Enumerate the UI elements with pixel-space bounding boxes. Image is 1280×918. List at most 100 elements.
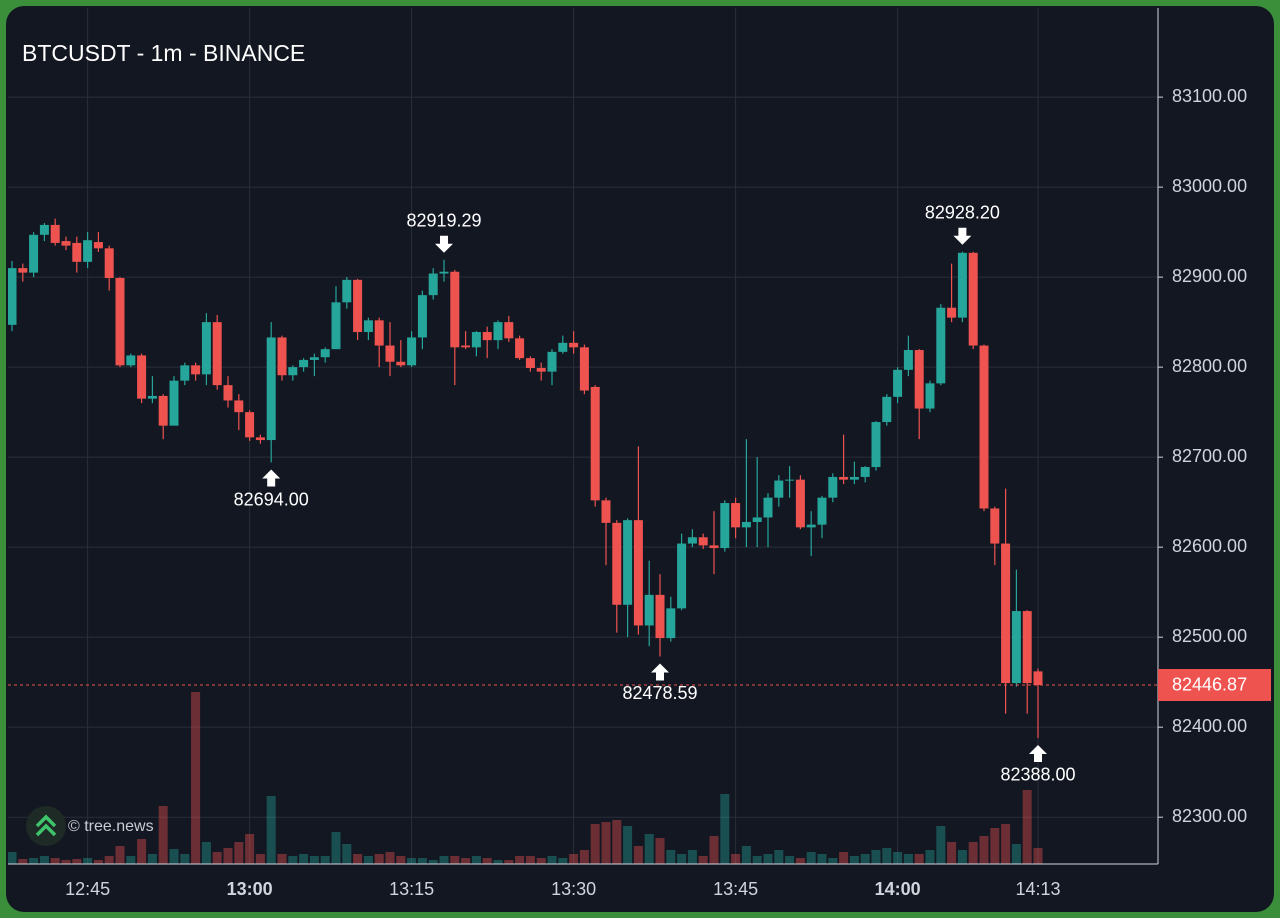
volume-bar: [882, 848, 892, 864]
candle-body: [245, 412, 255, 438]
candle-body: [515, 338, 525, 359]
volume-bar: [569, 854, 579, 864]
y-tick-label: 82500.00: [1172, 626, 1247, 646]
volume-bar: [525, 856, 535, 864]
candle-body: [50, 224, 60, 243]
volume-bar: [83, 858, 93, 864]
volume-bar: [612, 820, 622, 864]
candle-body: [363, 320, 373, 333]
volume-bar: [903, 854, 913, 864]
candle-body: [8, 268, 17, 325]
x-tick-label: 14:00: [875, 879, 921, 899]
volume-bar: [137, 839, 147, 864]
volume-bar: [515, 856, 525, 864]
candle-body: [428, 273, 438, 296]
candle-body: [331, 302, 341, 350]
x-tick-label: 13:30: [551, 879, 596, 899]
candle-body: [860, 467, 870, 477]
candle-body: [169, 380, 179, 426]
volume-bar: [29, 858, 39, 864]
volume: [8, 692, 1043, 864]
candle-body: [979, 345, 989, 509]
volume-bar: [363, 856, 373, 864]
candle-body: [353, 279, 363, 333]
candle-body: [666, 608, 676, 639]
volume-bar: [158, 806, 168, 864]
x-tick-label: 14:13: [1015, 879, 1060, 899]
low-arrow: [262, 469, 281, 487]
volume-bar: [547, 856, 557, 864]
candle-body: [39, 224, 49, 235]
volume-bar: [212, 852, 222, 864]
watermark: © tree.news: [26, 806, 154, 846]
volume-bar: [61, 860, 71, 864]
candle-body: [849, 476, 859, 480]
candle-body: [839, 476, 849, 480]
y-tick-label: 82900.00: [1172, 266, 1247, 286]
volume-bar: [741, 846, 751, 864]
candle-body: [947, 307, 957, 318]
high-label: 82919.29: [406, 211, 481, 231]
candle-body: [795, 479, 805, 528]
volume-bar: [191, 692, 201, 864]
volume-bar: [245, 834, 255, 864]
volume-bar: [752, 856, 762, 864]
candle-body: [720, 503, 730, 549]
candle-body: [936, 307, 946, 384]
candle-body: [320, 349, 330, 358]
candle-body: [299, 359, 309, 368]
volume-bar: [968, 842, 978, 864]
y-tick-label: 83000.00: [1172, 176, 1247, 196]
volume-bar: [536, 858, 546, 864]
volume-bar: [50, 858, 60, 864]
candle-body: [201, 322, 211, 375]
low-arrow: [651, 663, 669, 681]
volume-bar: [579, 850, 589, 864]
y-tick-label: 82300.00: [1172, 806, 1247, 826]
candle-body: [18, 268, 28, 273]
low-arrow: [1029, 744, 1047, 762]
candle-body: [882, 396, 892, 423]
candle-body: [309, 357, 319, 360]
y-tick-label: 82600.00: [1172, 536, 1247, 556]
candle-body: [482, 332, 492, 341]
candle-body: [342, 279, 352, 303]
volume-bar: [353, 854, 363, 864]
volume-bar: [8, 852, 17, 864]
x-tick-label: 13:45: [713, 879, 758, 899]
volume-bar: [914, 854, 924, 864]
candle-body: [590, 386, 600, 501]
volume-bar: [666, 850, 676, 864]
volume-bar: [925, 850, 935, 864]
candle-body: [957, 252, 967, 318]
volume-bar: [731, 854, 741, 864]
candle-body: [968, 252, 978, 346]
candle-body: [752, 517, 762, 522]
volume-bar: [223, 848, 233, 864]
candle-body: [893, 369, 903, 397]
volume-bar: [720, 794, 730, 864]
volume-bar: [493, 860, 503, 864]
y-tick-label: 83100.00: [1172, 86, 1247, 106]
volume-bar: [461, 858, 471, 864]
high-label: 82928.20: [925, 202, 1000, 222]
volume-bar: [104, 856, 114, 864]
candle-body: [126, 355, 136, 366]
candle-body: [569, 342, 579, 348]
volume-bar: [39, 856, 49, 864]
x-tick-label: 13:15: [389, 879, 434, 899]
last-price-box: [1158, 668, 1271, 701]
candle-body: [191, 365, 201, 375]
candle-body: [828, 476, 838, 498]
volume-bar: [309, 856, 319, 864]
candle-body: [255, 437, 265, 441]
candle-body: [633, 520, 643, 626]
y-tick-label: 82700.00: [1172, 446, 1247, 466]
candle-body: [817, 497, 827, 525]
volume-bar: [255, 854, 265, 864]
candle-body: [925, 383, 935, 409]
volume-bar: [18, 859, 28, 864]
volume-bar: [374, 854, 384, 864]
candle-body: [104, 248, 114, 279]
candle-body: [93, 242, 103, 249]
